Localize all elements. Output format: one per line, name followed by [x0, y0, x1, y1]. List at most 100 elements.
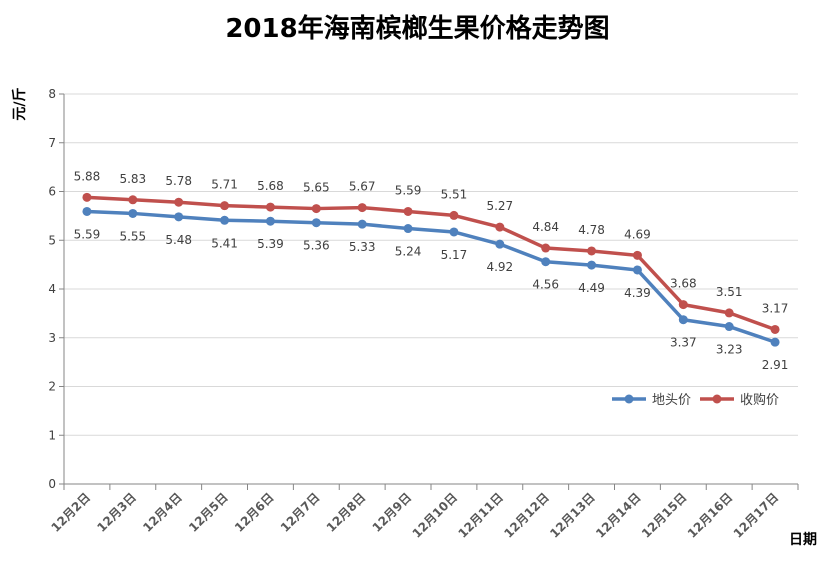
data-label: 4.69 [624, 227, 651, 241]
x-tick-label: 12月4日 [140, 490, 185, 535]
data-point [678, 300, 688, 310]
series-line [86, 209, 776, 344]
legend-item: 收购价 [700, 392, 779, 408]
data-point [265, 202, 275, 212]
y-tick-label: 2 [48, 380, 56, 394]
data-point [495, 222, 505, 232]
data-label: 4.78 [578, 223, 605, 237]
data-point [678, 315, 688, 325]
y-tick-label: 7 [48, 136, 56, 150]
data-label: 5.39 [257, 237, 284, 251]
data-point [174, 197, 184, 207]
data-point [220, 201, 230, 211]
y-tick-label: 0 [48, 477, 56, 491]
data-point [587, 260, 597, 270]
x-tick-label: 12月17日 [731, 490, 781, 540]
data-point [174, 212, 184, 222]
chart-title: 2018年海南槟榔生果价格走势图 [225, 14, 610, 44]
y-tick-label: 6 [48, 185, 56, 199]
data-label: 3.23 [716, 343, 743, 357]
data-point [357, 203, 367, 213]
data-label: 5.41 [211, 236, 238, 250]
data-label: 5.67 [349, 180, 376, 194]
data-label: 5.24 [395, 245, 422, 259]
data-point [541, 243, 551, 253]
x-tick-label: 12月13日 [547, 490, 597, 540]
data-point [128, 195, 138, 205]
data-labels: 5.59 5.55 5.48 5.41 5.39 5.36 5.33 5.24 5.17 4.92… [74, 169, 789, 372]
x-tick-labels: 12月2日 12月3日 12月4日 12月5日 12月6日 12月7日 12月8日 12月9日… [48, 490, 781, 540]
data-label: 5.51 [441, 187, 468, 201]
data-point [311, 204, 321, 214]
data-point [724, 322, 734, 332]
data-label: 5.55 [119, 229, 146, 243]
data-label: 3.68 [670, 277, 697, 291]
axes [59, 93, 799, 490]
data-label: 5.59 [395, 183, 422, 197]
data-label: 5.27 [486, 199, 513, 213]
data-label: 4.56 [532, 278, 559, 292]
x-tick-label: 12月11日 [455, 490, 505, 540]
x-tick-label: 12月9日 [370, 490, 415, 535]
legend-label: 地头价 [652, 393, 691, 408]
x-tick-label: 12月6日 [232, 490, 277, 535]
x-tick-label: 12月10日 [410, 490, 460, 540]
x-tick-label: 12月7日 [278, 490, 323, 535]
data-label: 5.33 [349, 240, 376, 254]
x-tick-label: 12月5日 [186, 490, 231, 535]
data-label: 4.84 [532, 220, 559, 234]
gridlines [64, 93, 798, 436]
data-point [770, 337, 780, 347]
series-purchase-price [82, 192, 780, 334]
data-point [357, 219, 367, 229]
data-point [449, 210, 459, 220]
x-tick-label: 12月14日 [593, 490, 643, 540]
data-label: 3.17 [762, 301, 789, 315]
data-label: 2.91 [762, 358, 789, 372]
y-axis-title: 元/斤 [11, 87, 28, 120]
data-label: 4.92 [486, 260, 513, 274]
data-point [220, 215, 230, 225]
series-line [86, 195, 776, 332]
data-label: 5.68 [257, 179, 284, 193]
x-tick-label: 12月2日 [48, 490, 93, 535]
data-point [724, 308, 734, 318]
series-farm-gate-price [82, 206, 780, 347]
y-tick-label: 8 [48, 87, 56, 101]
data-point [770, 324, 780, 334]
data-label: 3.37 [670, 336, 697, 350]
data-label: 5.48 [165, 233, 192, 247]
data-label: 5.36 [303, 239, 330, 253]
legend-label: 收购价 [740, 392, 779, 408]
y-tick-label: 5 [48, 233, 56, 247]
data-point [82, 192, 92, 202]
data-point [311, 218, 321, 228]
x-tick-label: 12月15日 [639, 490, 689, 540]
y-tick-label: 3 [48, 331, 56, 345]
data-point [403, 206, 413, 216]
x-tick-label: 12月8日 [324, 490, 369, 535]
data-label: 5.88 [74, 169, 101, 183]
y-tick-label: 4 [48, 282, 56, 296]
legend-marker [624, 394, 634, 404]
data-label: 4.39 [624, 286, 651, 300]
data-point [632, 265, 642, 275]
data-point [82, 206, 92, 216]
x-tick-label: 12月16日 [685, 490, 735, 540]
data-point [449, 227, 459, 237]
legend-marker [712, 394, 722, 404]
y-tick-label: 1 [48, 428, 56, 442]
data-point [265, 216, 275, 226]
data-point [587, 246, 597, 256]
data-label: 4.49 [578, 281, 605, 295]
y-tick-labels: 0 1 2 3 4 5 6 7 8 [48, 87, 56, 491]
data-label: 5.71 [211, 178, 238, 192]
series-lines [82, 192, 780, 347]
data-label: 5.17 [441, 248, 468, 262]
x-tick-label: 12月3日 [94, 490, 139, 535]
data-point [541, 257, 551, 267]
legend: 地头价 收购价 [612, 392, 779, 408]
data-label: 5.59 [74, 227, 101, 241]
data-label: 3.51 [716, 285, 743, 299]
